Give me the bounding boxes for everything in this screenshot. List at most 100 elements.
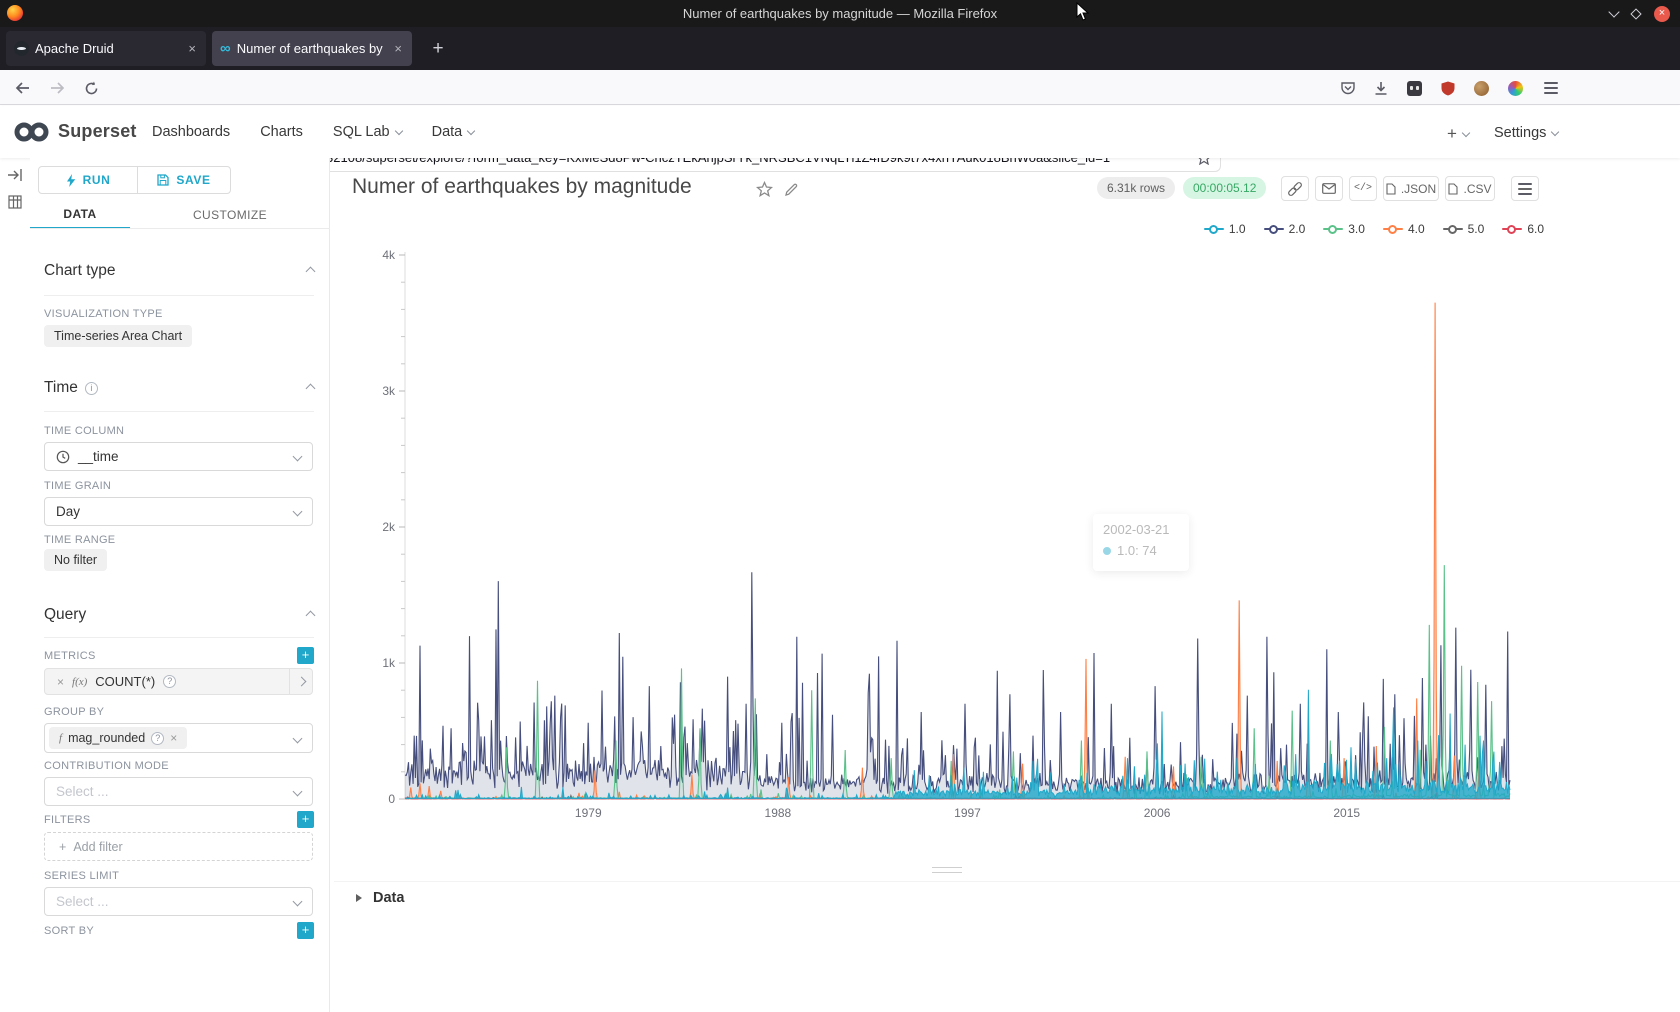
section-chart-type[interactable]: Chart type xyxy=(44,259,314,283)
tab-data[interactable]: DATA xyxy=(30,200,130,229)
legend-label: 2.0 xyxy=(1289,222,1306,236)
chart-menu-button[interactable] xyxy=(1511,176,1539,201)
run-save-group: RUN SAVE xyxy=(38,166,231,194)
tab-close-icon[interactable]: × xyxy=(186,41,198,56)
legend-label: 5.0 xyxy=(1468,222,1485,236)
tab-customize[interactable]: CUSTOMIZE xyxy=(130,200,330,229)
pocket-icon[interactable] xyxy=(1337,77,1359,99)
group-by-chip[interactable]: f mag_rounded ? × xyxy=(49,727,187,749)
superset-header: Superset Dashboards Charts SQL Lab Data … xyxy=(0,106,1680,158)
divider xyxy=(44,295,314,296)
edit-properties-icon[interactable] xyxy=(782,180,800,198)
fx-icon: f(x) xyxy=(72,676,87,688)
downloads-icon[interactable] xyxy=(1370,77,1392,99)
timeseries-area-chart[interactable]: 01k2k3k4k19791988199720062015 xyxy=(340,248,1580,828)
data-panel-toggle[interactable]: Data xyxy=(356,890,404,906)
expand-dataset-panel-icon[interactable] xyxy=(6,166,24,184)
save-button[interactable]: SAVE xyxy=(138,167,230,193)
legend-marker-icon xyxy=(1443,225,1463,234)
tooltip-value: 1.0: 74 xyxy=(1117,543,1157,558)
chevron-up-icon xyxy=(306,383,316,393)
email-button[interactable] xyxy=(1315,176,1343,201)
extension-ublock-icon[interactable] xyxy=(1437,77,1459,99)
svg-text:3k: 3k xyxy=(382,384,396,398)
sort-by-label: SORT BY xyxy=(44,925,94,937)
section-query[interactable]: Query xyxy=(44,603,314,627)
legend-item-1.0[interactable]: 1.0 xyxy=(1204,222,1246,236)
panel-resize-handle[interactable] xyxy=(932,867,962,873)
embed-code-button[interactable]: </> xyxy=(1349,176,1377,201)
question-icon: ? xyxy=(151,732,164,745)
legend-item-4.0[interactable]: 4.0 xyxy=(1383,222,1425,236)
svg-text:2015: 2015 xyxy=(1333,806,1360,820)
time-column-label: TIME COLUMN xyxy=(44,425,124,437)
brand-name[interactable]: Superset xyxy=(58,121,137,142)
legend-item-6.0[interactable]: 6.0 xyxy=(1502,222,1544,236)
settings-menu[interactable]: Settings xyxy=(1494,125,1558,141)
nav-charts[interactable]: Charts xyxy=(260,124,303,140)
window-maximize-button[interactable] xyxy=(1630,8,1641,19)
svg-text:0: 0 xyxy=(388,792,395,806)
forward-button[interactable] xyxy=(46,77,68,99)
window-minimize-button[interactable] xyxy=(1608,6,1619,17)
series-limit-select[interactable]: Select ... xyxy=(44,887,313,916)
app-menu-icon[interactable] xyxy=(1540,77,1562,99)
divider xyxy=(44,411,314,412)
time-range-chip[interactable]: No filter xyxy=(44,549,107,571)
tab-apache-druid[interactable]: Apache Druid × xyxy=(6,31,206,66)
add-filter-box[interactable]: +Add filter xyxy=(44,832,313,861)
run-button[interactable]: RUN xyxy=(39,167,138,193)
group-by-label: GROUP BY xyxy=(44,706,104,718)
extension-avatar-icon[interactable] xyxy=(1470,77,1492,99)
svg-text:4k: 4k xyxy=(382,248,396,262)
add-metric-button[interactable]: + xyxy=(297,647,314,664)
nav-dashboards[interactable]: Dashboards xyxy=(152,124,230,140)
legend-item-3.0[interactable]: 3.0 xyxy=(1323,222,1365,236)
export-json-button[interactable]: .JSON xyxy=(1383,176,1439,201)
remove-metric-icon[interactable]: × xyxy=(57,675,64,689)
extension-colorful-icon[interactable] xyxy=(1504,77,1526,99)
time-column-select[interactable]: __time xyxy=(44,442,313,471)
svg-text:2006: 2006 xyxy=(1144,806,1171,820)
legend-item-5.0[interactable]: 5.0 xyxy=(1443,222,1485,236)
chevron-down-icon xyxy=(293,897,303,907)
tab-title: Numer of earthquakes by xyxy=(237,41,387,56)
remove-chip-icon[interactable]: × xyxy=(170,731,177,745)
favorite-star-icon[interactable] xyxy=(755,180,773,198)
window-close-button[interactable]: × xyxy=(1654,6,1670,22)
superset-favicon-icon: ∞ xyxy=(220,41,231,56)
add-sort-by-button[interactable]: + xyxy=(297,922,314,939)
extension-tampermonkey-icon[interactable] xyxy=(1403,77,1425,99)
nav-sql-lab[interactable]: SQL Lab xyxy=(333,124,402,140)
metric-pill[interactable]: × f(x) COUNT(*) ? xyxy=(44,668,313,695)
chevron-down-icon xyxy=(293,787,303,797)
contribution-mode-select[interactable]: Select ... xyxy=(44,777,313,806)
tab-close-icon[interactable]: × xyxy=(392,41,404,56)
viz-type-chip[interactable]: Time-series Area Chart xyxy=(44,325,192,347)
new-item-button[interactable]: + xyxy=(1447,124,1469,144)
add-filter-plus-button[interactable]: + xyxy=(297,811,314,828)
dataset-table-icon[interactable] xyxy=(6,193,24,211)
group-by-select[interactable]: f mag_rounded ? × xyxy=(44,723,313,753)
browser-navbar: 172.18.0.3:32108/superset/explore/?form_… xyxy=(0,70,1680,105)
viz-type-label: VISUALIZATION TYPE xyxy=(44,308,163,320)
superset-logo-icon[interactable] xyxy=(12,121,54,143)
export-csv-button[interactable]: .CSV xyxy=(1445,176,1495,201)
new-tab-button[interactable]: + xyxy=(424,35,452,63)
time-grain-select[interactable]: Day xyxy=(44,497,313,526)
svg-text:1k: 1k xyxy=(382,656,396,670)
chevron-down-icon xyxy=(293,507,303,517)
legend-label: 4.0 xyxy=(1408,222,1425,236)
tab-earthquakes-active[interactable]: ∞ Numer of earthquakes by × xyxy=(212,31,412,66)
reload-button[interactable] xyxy=(80,77,102,99)
back-button[interactable] xyxy=(12,77,34,99)
divider xyxy=(44,637,314,638)
section-time[interactable]: Time i xyxy=(44,376,314,400)
legend-item-2.0[interactable]: 2.0 xyxy=(1264,222,1306,236)
metric-expand-caret[interactable] xyxy=(289,669,312,694)
nav-data[interactable]: Data xyxy=(432,124,475,140)
file-icon xyxy=(1386,183,1396,195)
chevron-down-icon xyxy=(1462,128,1470,136)
copy-link-button[interactable] xyxy=(1281,176,1309,201)
save-disk-icon xyxy=(157,174,169,186)
